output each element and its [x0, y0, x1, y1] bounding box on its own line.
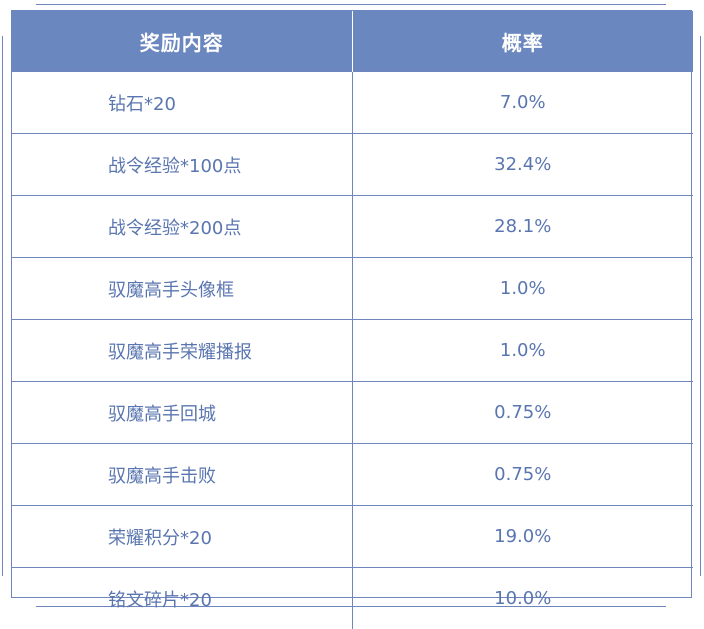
reward-rate: 1.0%	[352, 320, 693, 382]
reward-item: 战令经验*200点	[12, 196, 352, 258]
reward-item: 驭魔高手头像框	[12, 258, 352, 320]
reward-item: 铭文碎片*20	[12, 568, 352, 629]
reward-table-container: 奖励内容 概率 钻石*20 7.0% 战令经验*100点 32.4% 战令经验*…	[11, 10, 692, 598]
reward-item: 驭魔高手击败	[12, 444, 352, 506]
frame-left-line	[2, 36, 3, 576]
reward-rate: 1.0%	[352, 258, 693, 320]
table-row: 驭魔高手头像框 1.0%	[12, 258, 693, 320]
reward-rate: 7.0%	[352, 72, 693, 134]
reward-rate: 19.0%	[352, 506, 693, 568]
table-row: 战令经验*100点 32.4%	[12, 134, 693, 196]
reward-probability-table: 奖励内容 概率 钻石*20 7.0% 战令经验*100点 32.4% 战令经验*…	[12, 11, 693, 629]
header-reward-content: 奖励内容	[12, 11, 352, 72]
table-header-row: 奖励内容 概率	[12, 11, 693, 72]
reward-rate: 0.75%	[352, 444, 693, 506]
table-row: 驭魔高手击败 0.75%	[12, 444, 693, 506]
reward-item: 战令经验*100点	[12, 134, 352, 196]
table-row: 驭魔高手荣耀播报 1.0%	[12, 320, 693, 382]
reward-item: 驭魔高手荣耀播报	[12, 320, 352, 382]
reward-item: 钻石*20	[12, 72, 352, 134]
frame-top-line	[36, 4, 666, 5]
reward-rate: 28.1%	[352, 196, 693, 258]
table-row: 驭魔高手回城 0.75%	[12, 382, 693, 444]
table-row: 铭文碎片*20 10.0%	[12, 568, 693, 629]
table-row: 荣耀积分*20 19.0%	[12, 506, 693, 568]
reward-rate: 10.0%	[352, 568, 693, 629]
reward-item: 荣耀积分*20	[12, 506, 352, 568]
table-row: 钻石*20 7.0%	[12, 72, 693, 134]
frame-right-line	[700, 36, 701, 576]
table-row: 战令经验*200点 28.1%	[12, 196, 693, 258]
header-probability: 概率	[352, 11, 693, 72]
reward-item: 驭魔高手回城	[12, 382, 352, 444]
reward-rate: 0.75%	[352, 382, 693, 444]
reward-rate: 32.4%	[352, 134, 693, 196]
